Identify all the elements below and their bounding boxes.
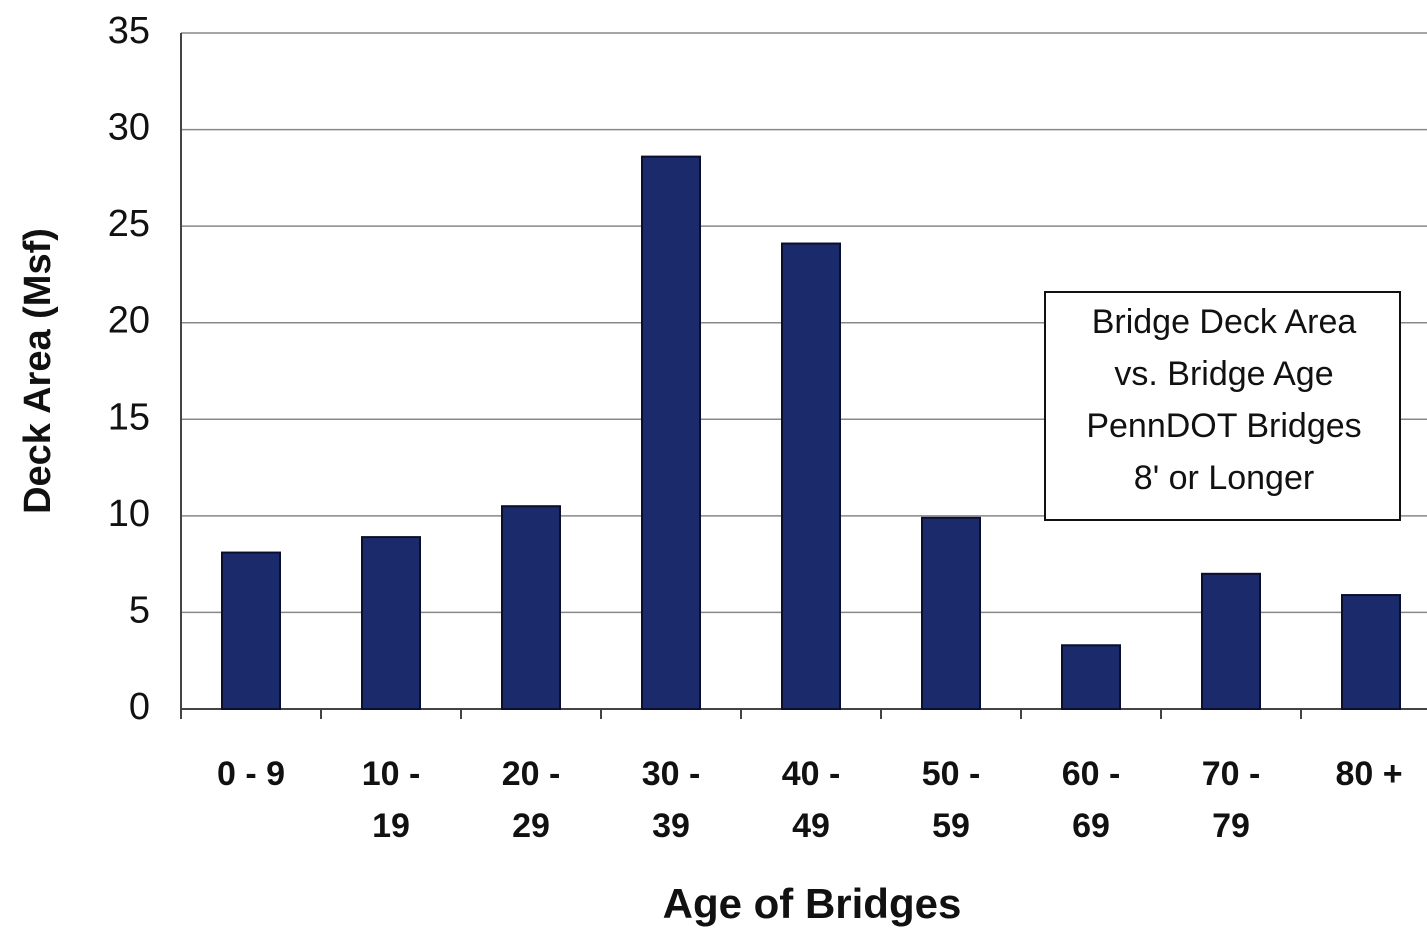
bar xyxy=(501,505,561,711)
bar xyxy=(221,551,281,710)
y-tick-label: 10 xyxy=(108,493,150,535)
x-tick-label: 50 - 59 xyxy=(921,755,981,845)
annotation-box xyxy=(1044,291,1401,521)
annotation-line: 8' or Longer xyxy=(1134,459,1314,497)
x-tick-label: 10 - 19 xyxy=(361,755,421,845)
bar xyxy=(1061,644,1121,711)
y-tick-label: 15 xyxy=(108,396,150,438)
x-tick-label: 0 - 9 xyxy=(216,755,286,793)
x-axis-title: Age of Bridges xyxy=(663,880,962,927)
y-tick-label: 20 xyxy=(108,300,150,342)
bar xyxy=(781,242,841,710)
x-tick-label: 30 - 39 xyxy=(641,755,701,845)
x-tick-label: 60 - 69 xyxy=(1061,755,1121,845)
x-tick-label: 40 - 49 xyxy=(781,755,841,845)
x-tick-label: 80 + xyxy=(1335,755,1403,793)
bar xyxy=(361,536,421,710)
y-tick-label: 25 xyxy=(108,203,150,245)
y-tick-label: 0 xyxy=(129,686,150,728)
bar xyxy=(1201,572,1261,710)
bar xyxy=(921,516,981,710)
bar xyxy=(1341,594,1401,710)
y-tick-label: 30 xyxy=(108,107,150,149)
x-tick-label: 70 - 79 xyxy=(1201,755,1261,845)
y-tick-label: 35 xyxy=(108,10,150,52)
annotation-line: Bridge Deck Area xyxy=(1092,303,1357,341)
annotation-line: vs. Bridge Age xyxy=(1114,355,1333,393)
bar xyxy=(641,155,701,710)
y-tick-label: 5 xyxy=(129,589,150,631)
y-axis-title: Deck Area (Msf) xyxy=(17,228,59,514)
annotation-line: PennDOT Bridges xyxy=(1086,407,1361,445)
x-tick-label: 20 - 29 xyxy=(501,755,561,845)
